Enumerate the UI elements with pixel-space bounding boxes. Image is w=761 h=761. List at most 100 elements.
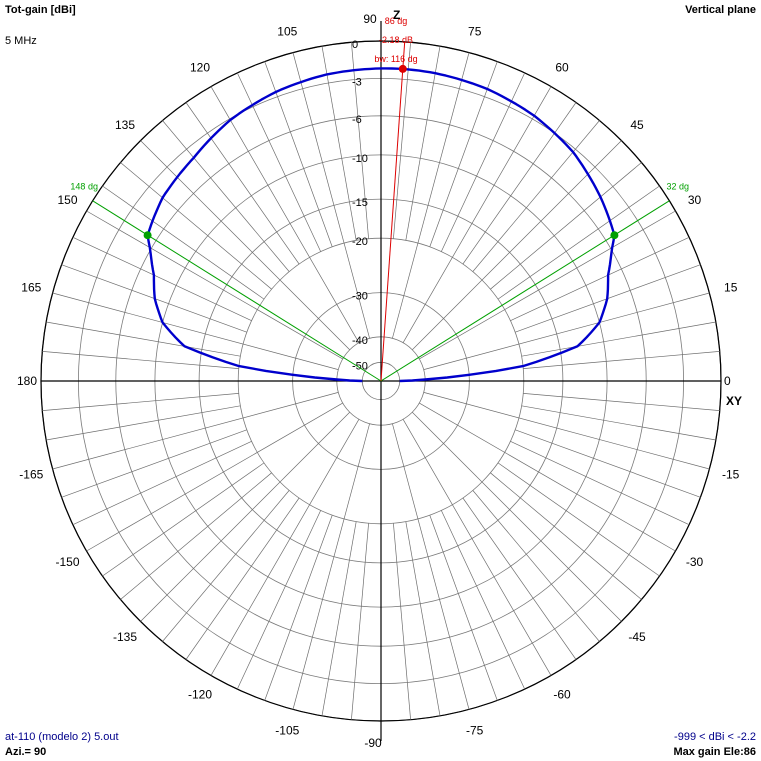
beamwidth-line <box>380 200 670 382</box>
max-gain-point <box>398 64 407 73</box>
angle-label: -165 <box>19 468 43 482</box>
grid-spoke <box>462 497 577 660</box>
grid-spoke <box>140 140 350 350</box>
grid-spoke <box>523 393 720 411</box>
beamwidth-label: 148 dg <box>70 182 98 192</box>
angle-label: 165 <box>21 280 41 294</box>
z-axis-label: Z <box>393 8 400 22</box>
grid-spoke <box>236 72 322 252</box>
grid-spoke <box>419 210 676 360</box>
grid-spoke <box>490 162 642 290</box>
angle-label: 120 <box>190 61 210 75</box>
grid-spoke <box>321 521 357 716</box>
angle-label: -60 <box>553 688 571 702</box>
radial-label: -30 <box>352 291 368 303</box>
grid-spoke <box>423 392 710 470</box>
grid-spoke <box>52 392 339 470</box>
radial-label: -40 <box>352 335 368 347</box>
angle-label: 180 <box>17 374 37 388</box>
file-name: at-110 (modelo 2) 5.out <box>5 731 119 743</box>
grid-spoke <box>351 42 369 239</box>
grid-spoke <box>72 236 252 322</box>
beamwidth-label: 32 dg <box>667 182 690 192</box>
grid-spoke <box>440 72 526 252</box>
max-gain-label: Max gain Ele:86 <box>673 746 756 758</box>
angle-label: 45 <box>630 118 644 132</box>
gain-pattern <box>146 67 616 383</box>
radial-label: -3 <box>352 76 362 88</box>
angle-label: 60 <box>555 61 569 75</box>
grid-spoke <box>52 292 339 370</box>
grid-spoke <box>497 462 660 577</box>
angle-label: -15 <box>722 468 740 482</box>
quantity-title: Tot-gain [dBi] <box>5 4 76 16</box>
grid-spoke <box>46 321 241 357</box>
grid-spoke <box>86 402 343 552</box>
grid-spoke <box>86 210 343 360</box>
beamwidth-point <box>610 231 619 240</box>
grid-spoke <box>405 46 441 241</box>
grid-spoke <box>462 102 577 265</box>
grid-spoke <box>42 393 239 411</box>
angle-labels: 0153045607590105120135150165180-165-150-… <box>17 12 740 750</box>
grid-spoke <box>140 412 350 622</box>
grid-spoke <box>321 46 357 241</box>
grid-spoke <box>412 140 622 350</box>
grid-spoke <box>120 162 272 290</box>
grid-spoke <box>402 419 552 676</box>
grid-spoke <box>162 120 290 272</box>
grid-spoke <box>210 419 360 676</box>
grid-spoke <box>405 521 441 716</box>
marker-dots <box>143 64 619 240</box>
grid-spoke <box>419 402 676 552</box>
grid-spoke <box>102 462 265 577</box>
grid-spoke <box>46 405 241 441</box>
grid-spoke <box>472 120 600 272</box>
radial-label: -6 <box>352 114 362 126</box>
grid-spoke <box>423 292 710 370</box>
angle-label: 30 <box>688 193 702 207</box>
radial-label: -10 <box>352 153 368 165</box>
grid-spoke <box>120 472 272 600</box>
angle-label: 15 <box>724 280 738 294</box>
grid-spoke <box>393 523 411 720</box>
angle-label: -30 <box>686 555 704 569</box>
angle-label: -150 <box>55 555 79 569</box>
angle-label: -45 <box>628 630 646 644</box>
grid-spoke <box>236 510 322 690</box>
angle-label: 90 <box>363 12 377 26</box>
grid-spoke <box>515 429 701 498</box>
grid-spoke <box>392 52 470 339</box>
radial-labels: 0 -3 -6 -10 -15 -20 -30 -40 -50 <box>352 39 368 372</box>
grid-spoke <box>402 86 552 343</box>
angle-label: 150 <box>57 193 77 207</box>
angle-label: 135 <box>115 118 135 132</box>
angle-label: 75 <box>468 24 482 38</box>
grid-spoke <box>510 440 690 526</box>
angle-label: -75 <box>466 724 484 738</box>
grid-spoke <box>264 515 333 701</box>
grid-spoke <box>521 405 716 441</box>
max-gain-label: -2.18 dB <box>379 35 413 45</box>
grid-spoke <box>61 429 247 498</box>
grid-spoke <box>472 490 600 642</box>
grid-spoke <box>42 351 239 369</box>
grid-spoke <box>393 42 411 239</box>
grid-spoke <box>497 185 660 300</box>
grid-spoke <box>440 510 526 690</box>
grid-spoke <box>292 52 370 339</box>
grid-spoke <box>412 412 622 622</box>
radial-label: -20 <box>352 236 368 248</box>
gain-range: -999 < dBi < -2.2 <box>674 731 756 743</box>
grid-spoke <box>162 490 290 642</box>
azimuth-label: Azi.= 90 <box>5 746 47 758</box>
grid-spoke <box>429 61 498 247</box>
grid-spoke <box>72 440 252 526</box>
max-gain-label: bw: 116 dg <box>374 54 417 64</box>
xy-axis-label: XY <box>726 394 742 408</box>
markers <box>92 41 670 382</box>
grid-spoke <box>510 236 690 322</box>
max-gain-line <box>380 41 406 382</box>
beamwidth-point <box>143 231 152 240</box>
